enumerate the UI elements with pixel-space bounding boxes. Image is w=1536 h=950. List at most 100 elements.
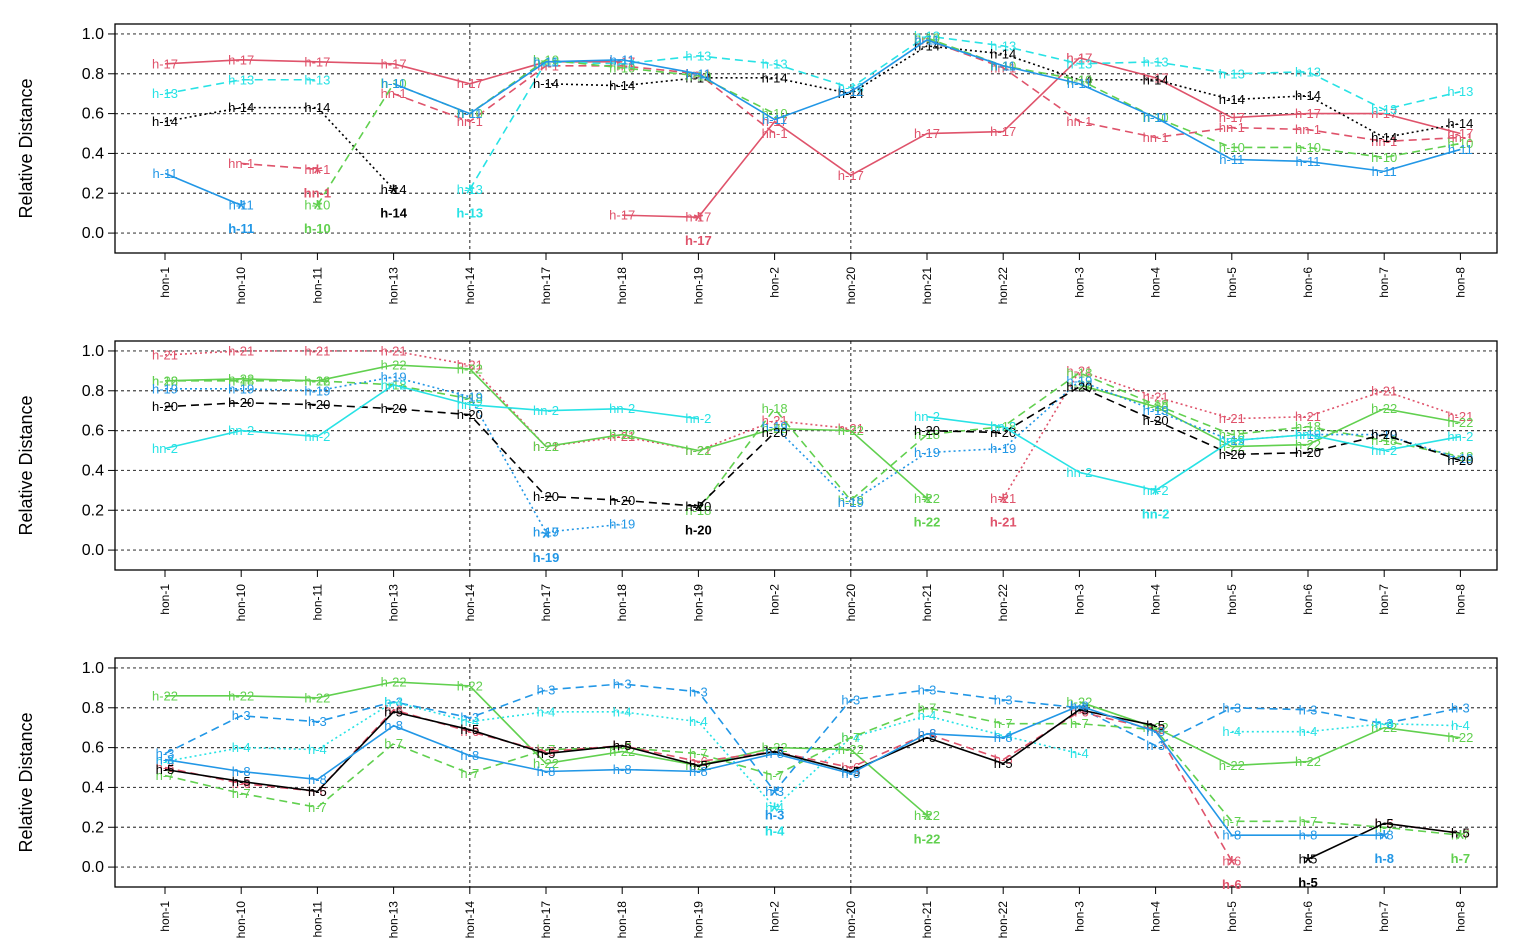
point-label: h-17	[381, 56, 407, 71]
star-marker: *	[770, 780, 780, 810]
y-tick-label: 0.6	[82, 423, 104, 440]
point-label: h-18	[1447, 449, 1473, 464]
point-label: h-5	[689, 758, 708, 773]
point-label: h-14	[152, 114, 178, 129]
point-label: h-3	[994, 692, 1013, 707]
y-tick-label: 1.0	[82, 343, 104, 360]
x-tick-label: hon-14	[463, 901, 477, 939]
point-label: h-3	[613, 676, 632, 691]
point-label: hn-2	[1219, 433, 1245, 448]
star-marker-label: h-22	[914, 514, 941, 529]
chart-panel-2: 0.0 0.2 0.4 0.6 0.8 1.0 hon-1 hon-10 hon-11 hon-1…	[16, 340, 1498, 622]
point-label: h-7	[841, 730, 860, 745]
point-label: h-20	[457, 407, 483, 422]
series-line-hn-2	[164, 383, 699, 450]
point-label: h-13	[1219, 66, 1245, 81]
x-tick-label: hon-21	[920, 584, 934, 622]
star-marker-label: h-4	[765, 823, 785, 838]
point-label: h-18	[304, 373, 330, 388]
y-tick-label: 1.0	[82, 26, 104, 43]
point-label: h-18	[152, 373, 178, 388]
plot-frame	[114, 657, 1498, 888]
point-label: h-8	[613, 762, 632, 777]
point-label: h-10	[1295, 140, 1321, 155]
series-line-h-5	[1307, 822, 1461, 860]
point-label: h-7	[613, 740, 632, 755]
point-label: h-8	[689, 764, 708, 779]
point-label: h-19	[381, 369, 407, 384]
y-tick-label: 0.4	[82, 145, 104, 162]
point-label: hn-2	[533, 403, 559, 418]
point-label: h-20	[1295, 445, 1321, 460]
point-label: h-11	[533, 54, 558, 69]
point-label: h-4	[1451, 718, 1470, 733]
point-label: h-6	[537, 744, 556, 759]
series-line-h-3	[164, 683, 1461, 793]
point-label: hn-1	[228, 156, 254, 171]
point-label: h-18	[1371, 433, 1397, 448]
x-tick-label: hon-13	[387, 584, 401, 622]
point-label: h-22	[533, 756, 559, 771]
point-label: h-5	[537, 746, 556, 761]
point-label: h-7	[1146, 722, 1165, 737]
point-label: h-8	[232, 764, 251, 779]
star-marker-label: h-11	[228, 221, 254, 236]
y-tick-label: 0.2	[82, 819, 104, 836]
x-tick-label: hon-14	[463, 584, 477, 622]
point-label: h-20	[609, 493, 635, 508]
x-tick-label: hon-22	[996, 901, 1010, 939]
point-label: h-17	[152, 56, 178, 71]
point-label: h-22	[1219, 758, 1245, 773]
point-label: h-4	[156, 754, 175, 769]
x-tick-label: hon-7	[1377, 584, 1391, 615]
x-tick-label: hon-3	[1072, 901, 1086, 932]
series-line-h-4	[164, 700, 1080, 809]
point-label: h-13	[990, 38, 1016, 53]
x-tick-label: hon-13	[387, 901, 401, 939]
point-label: h-22	[1447, 730, 1473, 745]
point-label: h-22	[1219, 439, 1245, 454]
point-label: h-11	[1448, 142, 1473, 157]
x-tick-label: hon-11	[310, 901, 324, 938]
point-label: h-5	[1375, 816, 1394, 831]
star-marker-label: h-14	[380, 205, 408, 220]
star-marker: *	[1227, 850, 1237, 880]
point-label: hn-1	[609, 58, 635, 73]
point-label: h-22	[228, 371, 254, 386]
x-tick-label: hon-8	[1453, 267, 1467, 298]
x-tick-label: hon-22	[996, 584, 1010, 622]
point-label: h-10	[609, 60, 635, 75]
x-tick-label: hon-7	[1377, 901, 1391, 932]
point-label: hn-2	[457, 397, 483, 412]
star-marker-label: h-6	[1222, 877, 1242, 892]
point-label: h-7	[689, 746, 708, 761]
point-label: h-8	[918, 726, 937, 741]
point-label: h-3	[841, 692, 860, 707]
point-label: h-8	[308, 772, 327, 787]
series-line-h-14	[164, 106, 395, 190]
point-label: hn-2	[1447, 429, 1473, 444]
point-label: h-7	[1222, 814, 1241, 829]
point-label: h-11	[1372, 164, 1397, 179]
point-label: hn-2	[1066, 465, 1092, 480]
point-label: hn-2	[228, 423, 254, 438]
point-label: h-13	[1295, 64, 1321, 79]
series-line-h-22	[164, 364, 928, 499]
point-label: h-4	[1070, 746, 1089, 761]
star-marker: *	[770, 796, 780, 826]
point-label: hn-2	[304, 429, 330, 444]
point-label: hn-1	[1295, 122, 1321, 137]
y-tick-label: 0.8	[82, 383, 104, 400]
point-label: h-22	[838, 742, 864, 757]
point-label: h-8	[156, 752, 175, 767]
point-label: h-21	[838, 421, 864, 436]
point-label: h-5	[460, 722, 479, 737]
point-label: h-17	[990, 124, 1016, 139]
point-label: h-13	[1447, 84, 1473, 99]
series-line-h-11	[393, 39, 1461, 173]
point-label: h-5	[1299, 852, 1318, 867]
point-label: h-22	[685, 443, 711, 458]
point-label: h-7	[156, 768, 175, 783]
point-label: h-13	[1066, 56, 1092, 71]
y-tick-label: 0.2	[82, 185, 104, 202]
